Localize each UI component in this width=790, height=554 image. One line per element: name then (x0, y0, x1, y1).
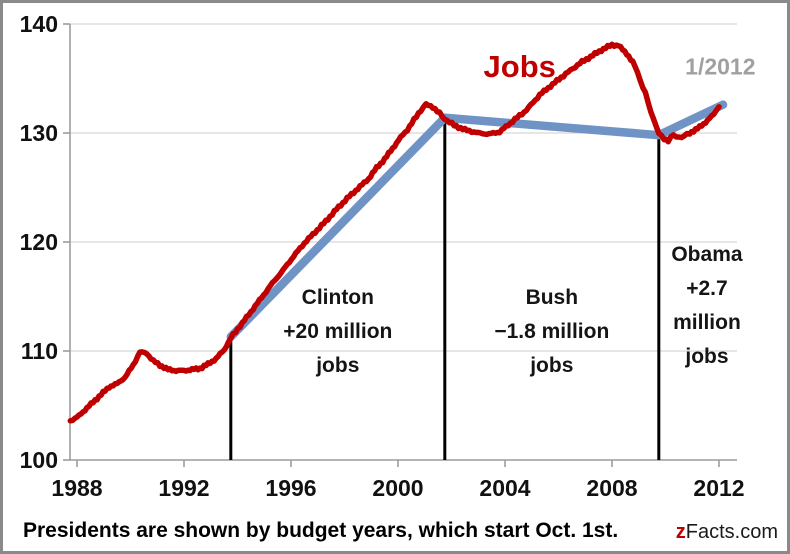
footer-caption: Presidents are shown by budget years, wh… (23, 519, 619, 542)
annotation-clinton: Clinton +20 million jobs (283, 281, 392, 383)
y-axis-label: 100 (19, 446, 58, 473)
zfacts-z: z (675, 521, 686, 543)
annotation-bush: Bush −1.8 million jobs (494, 281, 609, 383)
y-axis-label: 130 (19, 119, 58, 146)
x-axis-label: 2012 (693, 475, 745, 501)
x-axis-label: 1996 (265, 475, 317, 501)
x-axis-label: 2008 (586, 475, 638, 501)
x-axis-label: 1988 (51, 475, 103, 501)
annotation-line: −1.8 million (494, 320, 610, 344)
annotation-line: jobs (316, 354, 360, 378)
annotation-line: +2.7 (686, 276, 728, 300)
annotation-line: jobs (530, 354, 574, 378)
annotation-obama: Obama +2.7 million jobs (671, 238, 742, 374)
annotation-line: Clinton (301, 286, 374, 310)
y-axis-label: 140 (19, 10, 58, 37)
trend-line (226, 100, 728, 342)
zfacts-rest: Facts.com (685, 521, 778, 543)
y-axis-label: 120 (19, 228, 58, 255)
x-axis-label: 2000 (372, 475, 424, 501)
latest-date-label: 1/2012 (685, 53, 756, 79)
annotation-line: million (673, 310, 741, 334)
annotation-line: jobs (685, 344, 729, 368)
zfacts-logo: zFacts.com (676, 521, 778, 544)
y-axis-label: 110 (20, 337, 58, 364)
annotation-line: Bush (525, 286, 579, 310)
jobs-series-label: Jobs (483, 48, 556, 84)
x-axis-label: 1992 (158, 475, 210, 501)
annotation-line: Obama (671, 242, 743, 266)
jobs-line (67, 41, 722, 424)
annotation-line: +20 million (283, 320, 393, 344)
x-axis-label: 2004 (479, 475, 531, 501)
